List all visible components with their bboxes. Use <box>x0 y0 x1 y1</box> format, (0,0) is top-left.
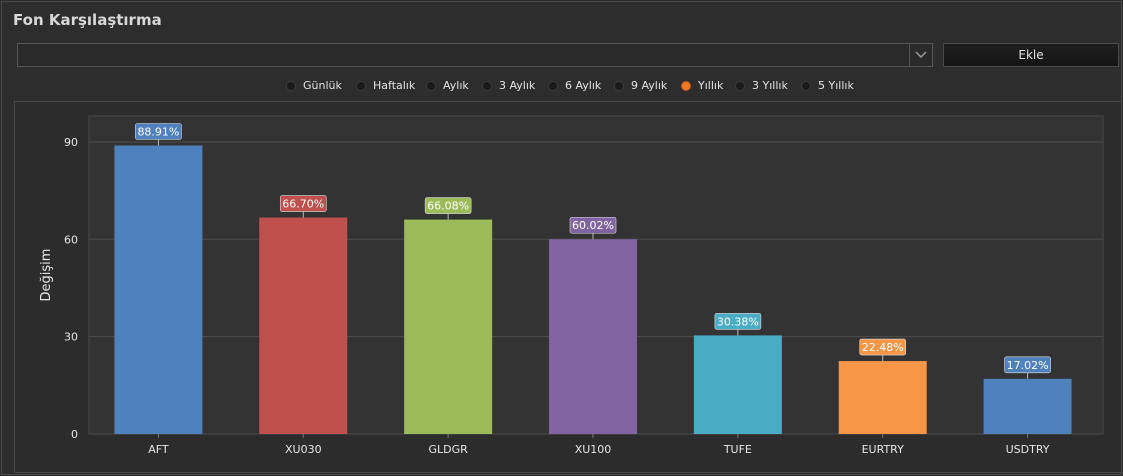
x-tick-label: EURTRY <box>862 443 905 456</box>
bar <box>549 239 637 434</box>
radio-dot-icon[interactable] <box>735 80 745 91</box>
data-label: 66.70% <box>282 198 324 211</box>
period-radio-7[interactable]: 3 Yıllık <box>735 79 788 92</box>
data-label: 66.08% <box>427 200 469 213</box>
data-label: 22.48% <box>862 341 904 354</box>
period-label: Aylık <box>443 79 469 92</box>
data-label-box <box>279 195 327 212</box>
period-radio-4[interactable]: 6 Aylık <box>548 79 601 92</box>
radio-dot-icon[interactable] <box>801 80 811 91</box>
window-title: Fon Karşılaştırma <box>13 11 162 29</box>
period-radio-0[interactable]: Günlük <box>286 79 342 92</box>
period-radio-1[interactable]: Haftalık <box>356 79 415 92</box>
x-tick-label: XU030 <box>285 443 322 456</box>
period-radio-2[interactable]: Aylık <box>426 79 469 92</box>
bar <box>838 361 927 434</box>
bar <box>259 217 348 434</box>
bar <box>983 378 1072 434</box>
data-label-box <box>135 123 182 140</box>
radio-dot-icon[interactable] <box>482 80 492 91</box>
period-label: Günlük <box>303 79 342 92</box>
y-tick-label: 60 <box>64 233 78 246</box>
x-tick-label: TUFE <box>723 443 752 456</box>
y-tick-label: 90 <box>64 136 78 149</box>
period-label: 6 Aylık <box>565 79 602 92</box>
add-button[interactable]: Ekle <box>943 43 1119 67</box>
data-label-box <box>424 197 472 214</box>
y-axis-title: Değişim <box>39 249 54 302</box>
data-label: 30.38% <box>717 315 759 328</box>
y-tick-label: 30 <box>64 331 78 344</box>
radio-dot-icon[interactable] <box>286 80 296 91</box>
period-radio-group: Günlük Haftalık Aylık 3 Aylık 6 Aylık 9 Aylık… <box>2 79 1123 97</box>
x-tick-label: USDTRY <box>1006 443 1050 456</box>
period-radio-6[interactable]: Yıllık <box>681 79 723 92</box>
radio-dot-icon[interactable] <box>426 80 436 91</box>
bar <box>114 145 203 434</box>
x-tick-label: AFT <box>148 443 169 456</box>
bar <box>404 219 493 434</box>
data-label-box <box>569 216 617 234</box>
period-label: 3 Aylık <box>499 79 536 92</box>
data-label-box <box>859 338 907 356</box>
bar <box>693 335 782 434</box>
radio-dot-icon[interactable] <box>614 80 624 91</box>
period-radio-3[interactable]: 3 Aylık <box>482 79 535 92</box>
period-label: 3 Yıllık <box>752 79 788 92</box>
period-radio-5[interactable]: 9 Aylık <box>614 79 667 92</box>
period-label: 9 Aylık <box>631 79 668 92</box>
period-label: Haftalık <box>373 79 416 92</box>
period-radio-8[interactable]: 5 Yıllık <box>801 79 854 92</box>
data-label: 88.91% <box>137 125 179 138</box>
data-label: 17.02% <box>1007 359 1049 372</box>
x-tick-label: GLDGR <box>428 443 468 456</box>
period-label: 5 Yıllık <box>818 79 854 92</box>
x-tick-label: XU100 <box>575 443 612 456</box>
period-label: Yıllık <box>698 79 724 92</box>
chevron-down-icon[interactable] <box>909 44 932 66</box>
fund-select-combobox[interactable] <box>17 43 933 67</box>
radio-dot-icon[interactable] <box>681 80 691 91</box>
data-label-box <box>1004 356 1051 374</box>
radio-dot-icon[interactable] <box>356 80 366 91</box>
y-tick-label: 0 <box>71 428 78 441</box>
data-label: 60.02% <box>572 219 614 232</box>
radio-dot-icon[interactable] <box>548 80 558 91</box>
data-label-box <box>714 313 762 330</box>
